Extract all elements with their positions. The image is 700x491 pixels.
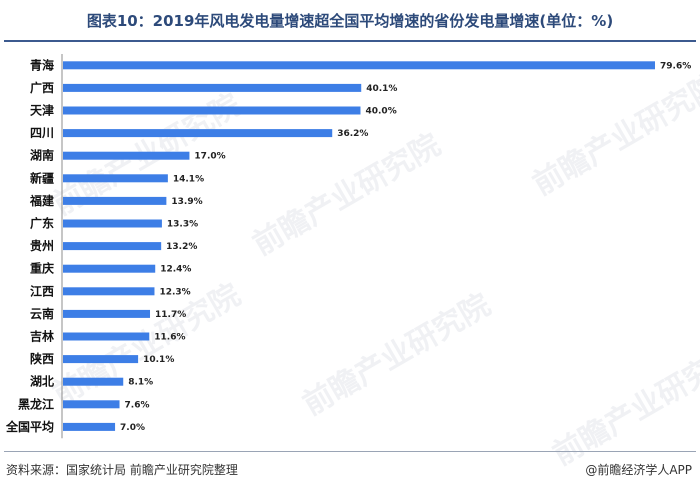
- value-label: 36.2%: [337, 129, 368, 139]
- bar: [63, 219, 162, 228]
- chart-title: 图表10：2019年风电发电量增速超全国平均增速的省份发电量增速(单位：%): [86, 12, 614, 30]
- value-label: 7.6%: [125, 400, 150, 410]
- bar: [63, 151, 190, 160]
- category-label: 吉林: [30, 329, 54, 344]
- category-label: 重庆: [30, 261, 54, 276]
- bar: [63, 196, 167, 205]
- value-label: 11.7%: [155, 310, 186, 320]
- bar: [63, 377, 124, 386]
- bar: [63, 355, 139, 364]
- category-label: 湖北: [30, 374, 54, 389]
- bar: [63, 400, 120, 409]
- category-label: 广东: [30, 216, 54, 231]
- value-label: 7.0%: [120, 423, 145, 433]
- value-label: 11.6%: [154, 333, 185, 343]
- value-label: 40.1%: [366, 84, 397, 94]
- value-label: 17.0%: [194, 152, 225, 162]
- value-label: 10.1%: [143, 355, 174, 365]
- source-note: 资料来源：国家统计局 前瞻产业研究院整理: [6, 463, 238, 477]
- bar-group: 青海 79.6% 广西 40.1% 天津 40.0% 四川 36.2% 湖南 17.0% 新疆 14.…: [5, 57, 691, 434]
- category-label: 湖南: [30, 148, 54, 163]
- value-label: 14.1%: [173, 174, 204, 184]
- bar: [63, 242, 162, 251]
- bar: [63, 61, 655, 70]
- category-label: 陕西: [30, 351, 54, 366]
- value-label: 12.4%: [160, 265, 191, 275]
- title-divider: [4, 40, 696, 42]
- bar: [63, 174, 168, 183]
- bar: [63, 106, 361, 115]
- bar: [63, 309, 151, 318]
- bar: [63, 83, 362, 92]
- value-label: 13.2%: [166, 242, 197, 252]
- category-label: 四川: [30, 126, 54, 140]
- bar: [63, 129, 333, 138]
- category-label: 贵州: [30, 238, 54, 253]
- category-label: 福建: [29, 193, 55, 208]
- category-label: 青海: [30, 57, 54, 72]
- bar: [63, 264, 156, 273]
- value-label: 8.1%: [128, 378, 153, 388]
- category-label: 新疆: [30, 170, 54, 185]
- category-label: 天津: [30, 103, 54, 118]
- category-label: 广西: [30, 80, 54, 95]
- category-label: 云南: [30, 306, 54, 321]
- value-label: 79.6%: [660, 61, 691, 71]
- bar: [63, 332, 150, 341]
- bar: [63, 422, 116, 431]
- value-label: 13.3%: [167, 220, 198, 230]
- category-label: 全国平均: [5, 419, 54, 434]
- brand-credit: @前瞻经济学人APP: [585, 463, 692, 477]
- value-label: 40.0%: [365, 107, 396, 117]
- bar: [63, 287, 155, 296]
- value-label: 13.9%: [171, 197, 202, 207]
- value-label: 12.3%: [159, 287, 190, 297]
- category-label: 江西: [30, 283, 54, 298]
- category-label: 黑龙江: [18, 396, 54, 411]
- footer-divider: [4, 451, 696, 452]
